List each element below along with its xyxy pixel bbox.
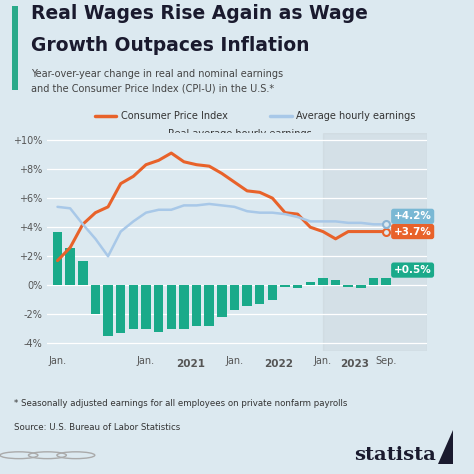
Bar	[318, 278, 328, 285]
Text: Real average hourly earnings: Real average hourly earnings	[168, 129, 312, 139]
Bar	[154, 129, 164, 139]
Bar	[217, 285, 227, 317]
Text: Growth Outpaces Inflation: Growth Outpaces Inflation	[31, 36, 310, 55]
Bar	[293, 285, 302, 288]
Text: +4.2%: +4.2%	[394, 211, 432, 221]
Text: 2022: 2022	[264, 359, 293, 369]
Bar	[141, 285, 151, 329]
Bar	[65, 247, 75, 285]
Bar	[166, 285, 176, 329]
Text: statista: statista	[354, 446, 436, 464]
Bar	[116, 285, 126, 333]
Text: Source: U.S. Bureau of Labor Statistics: Source: U.S. Bureau of Labor Statistics	[14, 423, 181, 432]
Bar	[242, 285, 252, 306]
Polygon shape	[438, 429, 453, 464]
Bar	[78, 261, 88, 285]
Text: +0.5%: +0.5%	[394, 265, 431, 275]
Text: 2021: 2021	[176, 359, 205, 369]
Text: Average hourly earnings: Average hourly earnings	[296, 111, 416, 121]
Text: Year-over-year change in real and nominal earnings
and the Consumer Price Index : Year-over-year change in real and nomina…	[31, 69, 283, 93]
Bar	[128, 285, 138, 329]
Text: * Seasonally adjusted earnings for all employees on private nonfarm payrolls: * Seasonally adjusted earnings for all e…	[14, 399, 347, 408]
Text: +3.7%: +3.7%	[394, 227, 432, 237]
Bar	[154, 285, 164, 332]
Bar	[179, 285, 189, 329]
Text: 2023: 2023	[340, 359, 369, 369]
Bar	[192, 285, 201, 326]
Bar	[331, 280, 340, 285]
Text: Consumer Price Index: Consumer Price Index	[121, 111, 228, 121]
Bar	[103, 285, 113, 336]
Bar	[91, 285, 100, 314]
Bar	[306, 283, 315, 285]
Bar	[268, 285, 277, 300]
Bar	[280, 285, 290, 287]
Bar	[230, 285, 239, 310]
Bar	[356, 285, 365, 288]
Bar	[255, 285, 264, 304]
Bar	[53, 232, 62, 285]
Bar	[204, 285, 214, 326]
Bar	[12, 7, 18, 90]
Text: Real Wages Rise Again as Wage: Real Wages Rise Again as Wage	[31, 4, 368, 23]
Bar	[369, 278, 378, 285]
Bar	[344, 285, 353, 287]
Bar	[382, 278, 391, 285]
Bar	[323, 133, 427, 351]
